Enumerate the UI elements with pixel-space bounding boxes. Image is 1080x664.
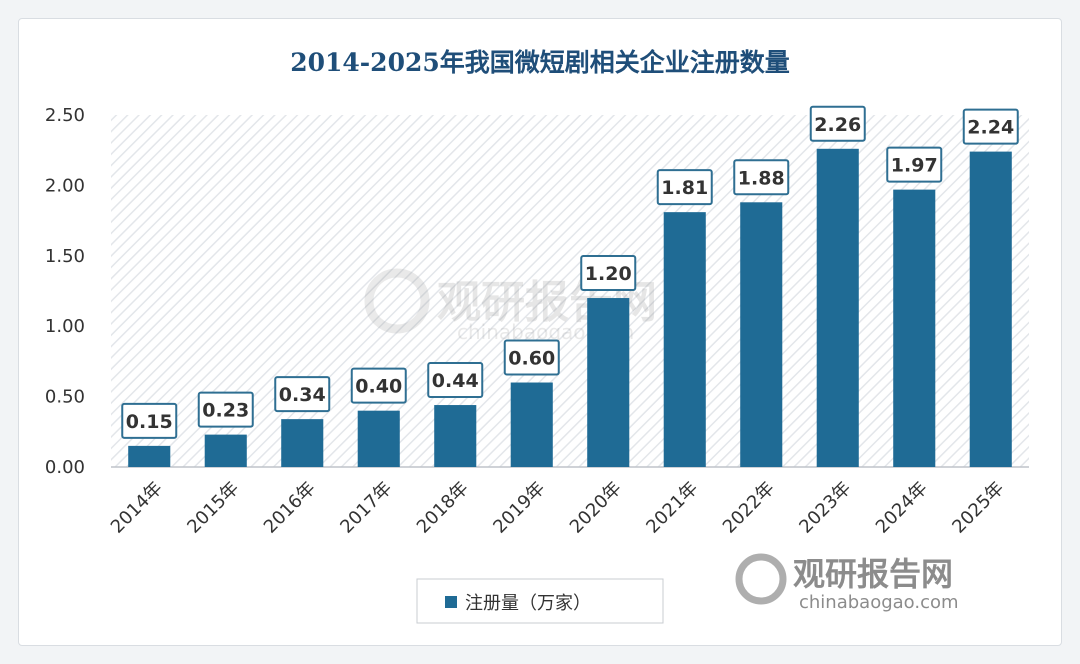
bar [204,434,247,467]
data-label-box [274,376,331,413]
bar [969,151,1012,467]
data-label-box [886,146,943,183]
watermark-corner-brand: 观研报告网 [793,555,953,593]
data-label-text: 2.26 [814,114,861,136]
data-label: 1.20 [580,255,637,292]
watermark-corner-url: chinabaogao.com [799,592,959,613]
bar [128,445,171,467]
y-tick-label: 2.50 [45,105,85,126]
bar [816,148,859,468]
y-axis: 0.00 0.50 1.00 1.50 2.00 2.50 [45,105,1029,478]
data-label: 1.88 [733,159,790,196]
data-label-text: 1.20 [585,263,632,285]
data-label-box [580,255,637,292]
x-tick-label: 2017年 [336,478,396,538]
data-label-text: 0.44 [432,370,479,392]
x-tick-label: 2014年 [107,478,167,538]
data-label-text: 1.97 [891,155,938,177]
watermark-corner: 观研报告网 chinabaogao.com [735,553,959,613]
data-label: 0.23 [197,391,254,428]
x-tick-label: 2015年 [183,478,243,538]
plot-background [111,115,1029,467]
data-label: 0.60 [503,339,560,376]
x-tick-label: 2020年 [566,478,626,538]
x-tick-label: 2019年 [489,478,549,538]
data-labels: 0.15 0.23 0.34 0.40 0.44 0.60 1.20 1.81 1.88 2.26… [121,105,1019,439]
data-label-text: 0.60 [508,348,555,370]
data-label-box [962,108,1019,145]
x-tick-label: 2022年 [719,478,779,538]
data-label-text: 1.81 [661,177,708,199]
data-label-box [197,391,254,428]
x-tick-label: 2018年 [413,478,473,538]
x-tick-label: 2025年 [948,478,1008,538]
watermark-logo-icon [364,268,430,334]
data-label-text: 0.34 [279,384,326,406]
data-label-text: 0.15 [126,411,173,433]
bar [740,202,783,467]
chart-frame: 2014-2025年我国微短剧相关企业注册数量 观研报告网 chinabaoga… [18,18,1062,646]
bar [663,212,706,467]
data-label-box [656,169,713,206]
x-tick-label: 2024年 [872,478,932,538]
bar [510,382,553,467]
data-label-box [733,159,790,196]
data-label: 1.97 [886,146,943,183]
watermark-corner-logo-icon [735,553,787,605]
data-label-text: 1.88 [738,167,785,189]
data-label-text: 0.40 [355,376,402,398]
x-tick-label: 2023年 [795,478,855,538]
data-label-box [121,402,178,439]
y-tick-label: 0.00 [45,457,85,478]
data-label-text: 0.23 [202,400,249,422]
data-label: 0.44 [427,362,484,399]
data-label: 0.34 [274,376,331,413]
legend: 注册量（万家） [416,578,664,624]
data-label: 1.81 [656,169,713,206]
data-label-box [427,362,484,399]
y-tick-label: 0.50 [45,387,85,408]
bars [128,148,1012,468]
legend-box [416,578,664,624]
y-tick-label: 1.00 [45,316,85,337]
legend-label: 注册量（万家） [465,593,591,614]
data-label: 2.24 [962,108,1019,145]
bar [281,419,324,467]
data-label-box [350,367,407,404]
bar [587,298,630,467]
data-label-box [503,339,560,376]
data-label: 0.40 [350,367,407,404]
legend-swatch [445,596,457,608]
x-axis: 2014年 2015年 2016年 2017年 2018年 2019年 2020年 2021年… [107,478,1008,538]
bar [434,405,477,467]
data-label-text: 2.24 [967,117,1014,139]
bar [893,189,936,467]
y-tick-label: 2.00 [45,175,85,196]
data-label: 2.26 [809,105,866,142]
bar [357,410,400,467]
data-label: 0.15 [121,402,178,439]
chart-title: 2014-2025年我国微短剧相关企业注册数量 [290,48,790,77]
x-tick-label: 2021年 [642,478,702,538]
data-label-box [809,105,866,142]
bar-chart: 2014-2025年我国微短剧相关企业注册数量 观研报告网 chinabaoga… [45,48,1029,624]
x-tick-label: 2016年 [260,478,320,538]
y-tick-label: 1.50 [45,246,85,267]
